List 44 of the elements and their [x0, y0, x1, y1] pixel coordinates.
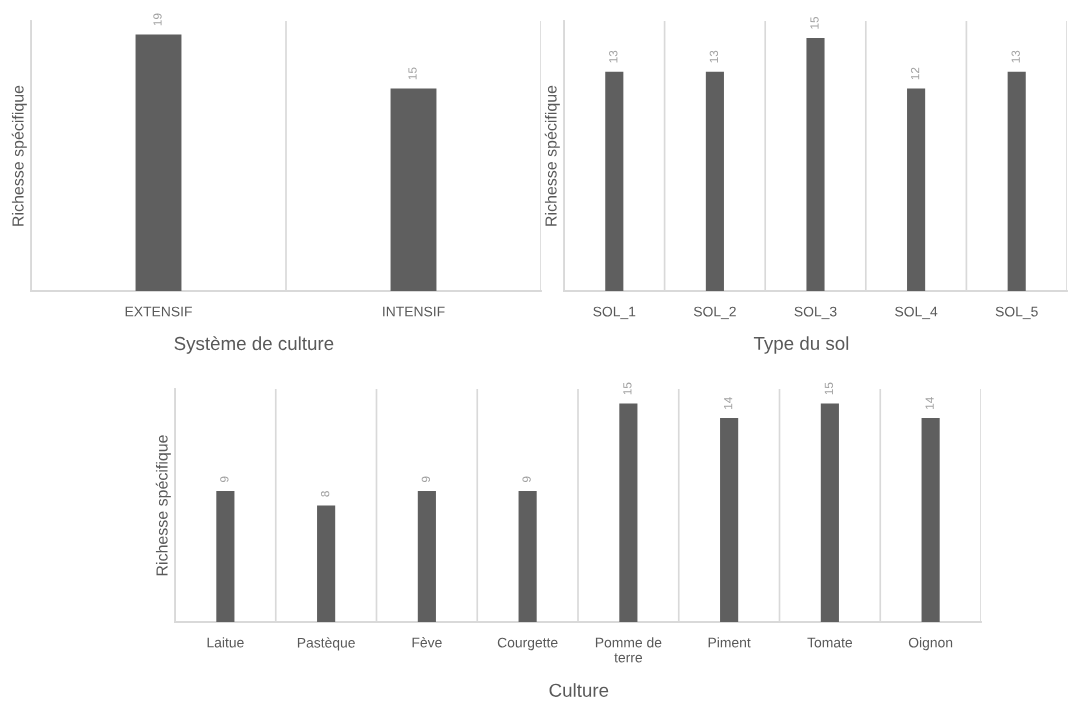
data-label: 12 [910, 67, 920, 80]
data-label: 15 [623, 382, 632, 395]
x-axis-title: Type du sol [753, 336, 849, 354]
bar [317, 505, 336, 622]
data-label: 9 [421, 476, 431, 483]
x-tick-label: Tomate [807, 637, 853, 648]
data-label: 15 [810, 16, 819, 29]
bar [921, 418, 940, 622]
bar [216, 490, 235, 622]
data-label: 8 [320, 491, 330, 497]
data-label: 9 [522, 476, 531, 483]
y-axis-title: Richesse spécifique [155, 435, 171, 576]
data-label: 14 [724, 397, 733, 409]
x-tick-label: Pomme de terre [595, 637, 662, 663]
data-label: 14 [925, 397, 934, 409]
bar [820, 403, 839, 622]
data-label: 19 [153, 13, 162, 26]
x-tick-label: Oignon [908, 637, 953, 651]
x-tick-label: Laitue [207, 637, 244, 648]
x-tick-label: EXTENSIF [125, 306, 192, 317]
x-axis-title: Système de culture [174, 336, 334, 354]
y-axis-title: Richesse spécifique [11, 85, 27, 226]
x-tick-label: Courgette [497, 637, 558, 651]
x-tick-label: SOL_5 [995, 306, 1038, 320]
data-label: 15 [408, 67, 417, 80]
x-tick-label: Pastèque [297, 637, 355, 651]
data-label: 13 [1011, 50, 1020, 63]
x-tick-label: Piment [708, 637, 751, 648]
x-tick-label: INTENSIF [383, 306, 445, 317]
x-tick-label: SOL_2 [693, 306, 736, 320]
x-tick-label: SOL_3 [794, 306, 837, 320]
data-label: 15 [824, 382, 834, 395]
data-label: 13 [609, 50, 618, 63]
bar [619, 403, 638, 622]
x-axis-title: Culture [549, 683, 609, 697]
bar [417, 490, 436, 622]
bar [720, 418, 739, 622]
bar [518, 490, 537, 622]
y-axis-title: Richesse spécifique [544, 85, 560, 226]
x-tick-label: SOL_4 [895, 306, 938, 320]
x-tick-label: Fève [412, 637, 442, 648]
data-label: 13 [709, 50, 719, 63]
data-label: 9 [220, 476, 229, 483]
x-tick-label: SOL_1 [593, 306, 636, 320]
